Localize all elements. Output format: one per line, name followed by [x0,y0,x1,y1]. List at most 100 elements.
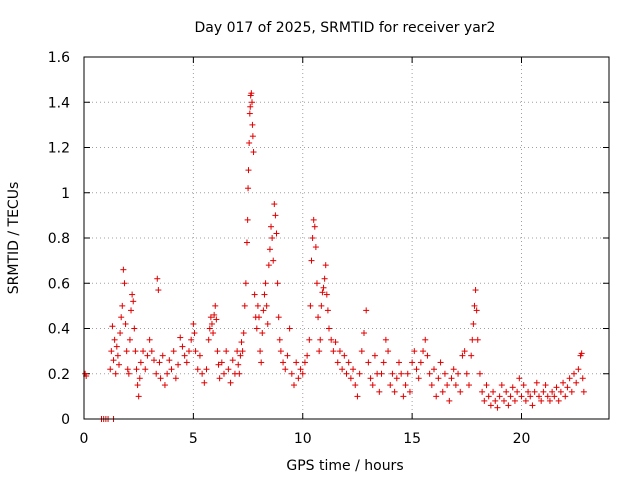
data-point [269,235,276,241]
data-point [393,375,400,382]
data-point [413,366,420,373]
x-tick-label: 15 [403,431,421,447]
data-point [132,348,139,355]
data-point [522,397,529,404]
data-point [409,359,416,366]
data-point [450,366,457,373]
data-point [240,330,247,337]
data-point [470,320,477,327]
data-point [249,121,256,128]
y-tick-label: 0.6 [48,276,70,292]
data-point [507,393,514,400]
data-point [306,336,313,343]
data-point [181,352,188,359]
tick-labels: 0 0.2 0.4 0.6 0.8 1 1.2 1.4 1.6 0 5 10 15 20 [48,50,531,447]
data-point [235,361,242,368]
data-point [238,339,245,346]
data-point [280,359,287,366]
data-point [549,388,556,395]
data-point [356,370,363,377]
data-point [483,382,490,389]
data-point [400,393,407,400]
data-point [111,336,118,343]
data-point [126,336,133,343]
data-point [253,325,260,332]
data-point [144,352,151,359]
data-point [113,343,120,350]
data-point [142,366,149,373]
data-point [505,402,512,409]
data-point [391,388,398,395]
data-point [476,370,483,377]
data-point [201,379,208,386]
data-point [315,314,322,321]
data-point [112,370,119,377]
data-point [277,348,284,355]
data-point [288,370,295,377]
data-point [208,320,215,327]
data-point [553,384,560,391]
data-point [322,262,329,269]
data-point [323,291,330,298]
data-point [496,393,503,400]
data-point [250,149,257,156]
data-point [448,375,455,382]
data-point [236,370,243,377]
y-tick-label: 0.4 [48,322,70,338]
data-point [318,302,325,309]
data-point [271,201,278,208]
data-point [420,348,427,355]
data-point [241,302,248,309]
data-point [223,348,230,355]
data-point [264,320,271,327]
data-point [245,167,252,174]
data-point [426,370,433,377]
data-point [276,336,283,343]
data-point [188,336,195,343]
data-point [575,366,582,373]
data-point [551,393,558,400]
data-point [116,361,122,368]
data-point [566,375,573,382]
data-point [257,348,264,355]
data-point [304,352,311,359]
data-point [424,352,431,359]
data-point [134,382,141,389]
data-point [461,348,468,355]
data-point [246,110,253,117]
data-point [307,302,314,309]
data-point [481,397,488,404]
data-point [268,223,275,230]
data-point [161,382,168,389]
data-point [216,375,223,382]
data-point [437,359,444,366]
data-point [128,307,135,314]
data-point [256,314,262,321]
data-point [433,393,440,400]
data-point [119,302,126,309]
data-point [330,348,337,355]
data-point [137,359,144,366]
data-point [299,370,306,377]
data-point [124,366,131,373]
data-point [120,266,127,273]
data-point [455,370,462,377]
data-point [378,370,385,377]
data-point [369,382,376,389]
data-point [108,348,115,355]
data-point [487,402,494,409]
data-point [343,370,350,377]
data-point [334,359,341,366]
data-point [297,366,304,373]
data-point [387,382,394,389]
data-point [320,284,327,291]
data-point [123,348,130,355]
data-point [131,325,138,332]
data-point [272,212,279,219]
data-point [140,348,147,355]
data-point [244,216,251,223]
data-point [270,257,277,264]
y-tick-label: 1.4 [48,95,70,111]
data-point [247,103,254,110]
data-point [564,384,571,391]
